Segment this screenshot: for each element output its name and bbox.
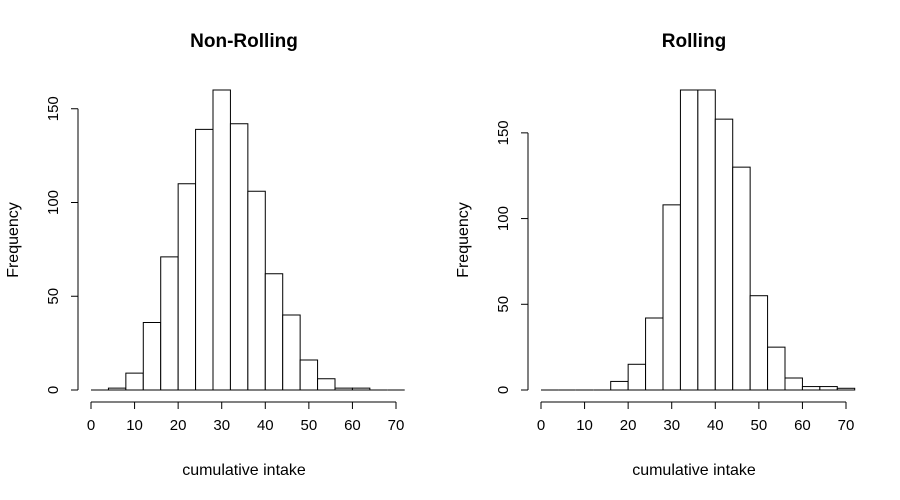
histogram-bar	[610, 380, 629, 391]
histogram-bar	[107, 387, 127, 391]
histogram-bar	[697, 89, 716, 391]
histogram-bar	[351, 387, 371, 391]
x-tick-label: 40	[257, 417, 274, 434]
y-tick-label: 0	[495, 386, 512, 394]
histogram-bar	[125, 372, 144, 391]
histogram-bar	[282, 314, 301, 391]
histogram-bar	[732, 166, 751, 391]
x-tick-label: 30	[663, 417, 680, 434]
x-tick-label: 50	[751, 417, 768, 434]
x-axis: 0 10 20 30 40 50 60 70	[87, 401, 405, 434]
x-tick-label: 20	[170, 417, 187, 434]
histogram-rolling: Rolling cumulative intake Frequency 0 10 2…	[455, 31, 856, 479]
x-tick-label: 0	[537, 417, 545, 434]
histogram-panel-rolling: Rolling cumulative intake Frequency 0 10 2…	[450, 0, 900, 500]
histogram-bar	[767, 346, 786, 391]
histogram-bar	[714, 118, 734, 391]
histogram-bar	[801, 386, 821, 391]
histogram-bar	[229, 123, 249, 391]
y-tick-label: 50	[45, 288, 62, 305]
y-axis-label: Frequency	[455, 202, 472, 278]
x-tick-label: 70	[838, 417, 855, 434]
x-tick-label: 50	[301, 417, 318, 434]
histogram-bar	[749, 295, 769, 391]
x-tick-label: 0	[87, 417, 95, 434]
histogram-bar	[142, 322, 162, 391]
chart-title: Rolling	[662, 31, 726, 52]
histogram-panel-non-rolling: Non-Rolling cumulative intake Frequency …	[5, 31, 405, 479]
x-tick-label: 70	[388, 417, 405, 434]
y-tick-label: 0	[45, 386, 62, 394]
y-tick-label: 100	[45, 190, 62, 215]
x-axis-label: cumulative intake	[632, 462, 756, 479]
histogram-bar	[627, 363, 647, 391]
histogram-bar	[212, 89, 231, 391]
x-tick-label: 60	[344, 417, 361, 434]
x-tick-label: 30	[213, 417, 230, 434]
chart-title: Non-Rolling	[190, 31, 298, 52]
y-tick-label: 150	[495, 120, 512, 145]
x-tick-label: 10	[126, 417, 143, 434]
y-axis: 0 50 100 150	[45, 96, 79, 394]
histogram-bar	[334, 387, 353, 391]
histogram-bar	[195, 128, 214, 391]
histogram-non-rolling: Non-Rolling cumulative intake Frequency …	[5, 31, 405, 479]
histogram-bar	[177, 183, 197, 391]
y-tick-label: 50	[495, 296, 512, 313]
x-tick-label: 40	[707, 417, 724, 434]
x-tick-label: 10	[576, 417, 593, 434]
histogram-bar	[645, 317, 664, 391]
histogram-bar	[784, 377, 803, 391]
y-tick-label: 100	[495, 206, 512, 231]
histogram-bar	[317, 378, 336, 391]
y-axis: 0 50 100 150	[495, 120, 529, 394]
histogram-bar	[662, 204, 681, 391]
y-axis-label: Frequency	[5, 202, 22, 278]
y-tick-label: 150	[45, 96, 62, 121]
histogram-bar	[679, 89, 699, 391]
histogram-bar	[264, 273, 284, 391]
bars-group	[91, 89, 405, 391]
histogram-bar	[247, 190, 266, 391]
x-tick-label: 60	[794, 417, 811, 434]
histogram-bar	[160, 256, 179, 391]
x-axis-label: cumulative intake	[182, 462, 306, 479]
bars-group	[541, 89, 856, 391]
histogram-bar	[299, 359, 319, 391]
histogram-bar	[819, 386, 838, 391]
histogram-bar	[836, 387, 856, 391]
x-axis: 0 10 20 30 40 50 60 70	[537, 401, 855, 434]
x-tick-label: 20	[620, 417, 637, 434]
